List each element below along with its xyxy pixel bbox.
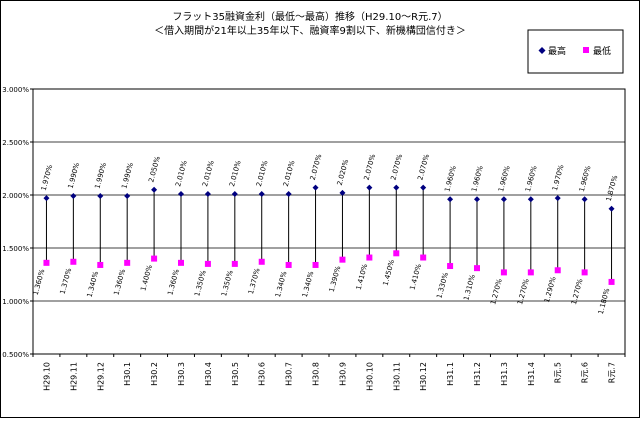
x-tick-label: H30.2 (150, 362, 159, 386)
y-tick-label: 2.000% (2, 192, 29, 200)
x-tick-label: R元.5 (554, 362, 563, 383)
diamond-icon (538, 47, 546, 54)
range-lines (45, 187, 613, 282)
min-point (312, 261, 319, 268)
chart-title: フラット35融資金利（最低～最高）推移（H29.10～R元.7） (172, 10, 447, 23)
min-point (608, 278, 615, 285)
max-point (97, 193, 104, 200)
legend-label-max: 最高 (548, 45, 566, 57)
max-point (43, 195, 50, 202)
chart-subtitle: ＜借入期間が21年以上35年以下、融資率9割以下、新機構団信付き＞ (154, 24, 466, 37)
min-point (339, 256, 346, 263)
x-tick-label: H30.6 (258, 362, 267, 386)
min-point (285, 261, 292, 268)
x-tick-label: H30.9 (338, 362, 347, 386)
max-point (527, 196, 534, 203)
square-icon (583, 47, 589, 53)
x-tick-label: H30.8 (312, 362, 321, 386)
min-point (124, 259, 131, 266)
y-tick-label: 1.500% (2, 245, 29, 253)
x-tick-label: H30.1 (123, 362, 132, 386)
min-point (393, 250, 400, 257)
x-tick-label: H29.12 (96, 362, 105, 391)
x-tick-label: R元.6 (581, 362, 590, 383)
max-point (312, 184, 319, 191)
min-point (97, 261, 104, 268)
max-point (285, 190, 292, 197)
min-point (500, 269, 507, 276)
max-point (554, 195, 561, 202)
x-tick-label: H31.3 (500, 362, 509, 386)
min-point (581, 269, 588, 276)
max-point (178, 190, 184, 197)
min-point (151, 255, 158, 262)
x-tick-label: H29.11 (69, 362, 78, 391)
max-point (500, 196, 507, 203)
min-point (447, 263, 454, 270)
max-point (366, 184, 373, 191)
x-tick-label: H30.5 (231, 362, 240, 386)
x-tick-label: H30.4 (204, 362, 213, 386)
min-point (527, 269, 534, 276)
x-tick-label: H30.7 (285, 362, 294, 386)
x-tick-label: R元.7 (608, 362, 617, 383)
min-point (366, 254, 373, 261)
min-point (178, 259, 184, 266)
y-tick-label: 2.500% (2, 139, 29, 147)
max-point (420, 184, 427, 191)
max-point (447, 196, 454, 203)
legend-item-max: 最高 (538, 45, 566, 57)
max-point (608, 205, 615, 212)
legend: 最高 最低 (527, 29, 624, 74)
x-axis: H29.10 H29.11 H29.12 H30.1 H30.2 H30.3 H30.4 H3… (32, 354, 626, 391)
max-point (393, 184, 400, 191)
max-point (474, 196, 480, 203)
x-tick-label: H30.12 (419, 362, 428, 391)
max-point (70, 193, 77, 200)
legend-label-min: 最低 (593, 45, 611, 57)
max-point (204, 190, 211, 197)
y-tick-label: 0.500% (2, 351, 29, 359)
max-point (124, 193, 131, 200)
x-tick-label: H31.4 (527, 362, 536, 386)
max-point (581, 196, 588, 203)
x-tick-label: H30.11 (392, 362, 401, 391)
legend-item-min: 最低 (583, 45, 611, 57)
x-tick-label: H31.2 (473, 362, 482, 386)
x-tick-label: H29.10 (42, 362, 51, 391)
x-tick-label: H30.10 (365, 362, 374, 391)
gridlines (32, 88, 626, 355)
min-point (420, 254, 427, 261)
min-point (43, 259, 50, 266)
y-tick-label: 1.000% (2, 298, 29, 306)
min-point (474, 265, 480, 272)
y-tick-label: 3.000% (2, 86, 29, 94)
min-point (231, 260, 238, 267)
min-point (70, 258, 77, 265)
min-point (204, 260, 211, 267)
data-markers (43, 184, 615, 285)
max-point (151, 186, 158, 193)
min-point (258, 258, 265, 265)
x-tick-label: H30.3 (177, 362, 186, 386)
max-point (339, 189, 346, 196)
min-point (554, 267, 561, 274)
max-point (231, 190, 238, 197)
max-point (258, 190, 265, 197)
x-tick-label: H31.1 (446, 362, 455, 386)
